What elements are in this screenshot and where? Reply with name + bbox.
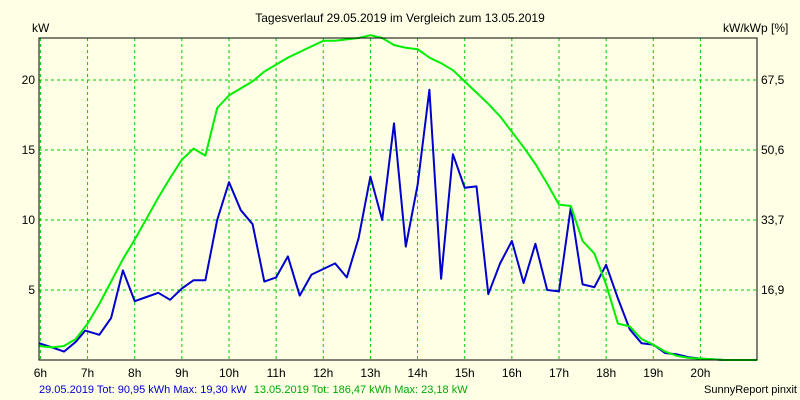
y2-tick-label: 67,5 <box>761 73 785 87</box>
x-tick-label: 7h <box>81 366 94 380</box>
y2-tick-label: 16,9 <box>761 283 785 297</box>
series-line-29-05-2019 <box>38 88 757 361</box>
y2-tick-label: 33,7 <box>761 213 785 227</box>
x-tick-label: 10h <box>219 366 239 380</box>
plot-frame <box>38 37 758 361</box>
x-tick-label: 11h <box>267 366 286 380</box>
series-layer <box>38 34 757 361</box>
grid <box>39 38 757 360</box>
chart-title: Tagesverlauf 29.05.2019 im Vergleich zum… <box>255 11 545 25</box>
y-tick-label: 15 <box>22 143 36 157</box>
footer-blue-series: 29.05.2019 Tot: 90,95 kWh Max: 19,30 kW <box>39 384 247 396</box>
y-tick-labels: 5 10 15 20 <box>22 73 36 297</box>
x-tick-label: 12h <box>313 366 333 380</box>
x-tick-label: 17h <box>549 366 569 380</box>
footer-green-series: 13.05.2019 Tot: 186,47 kWh Max: 23,18 kW <box>254 384 468 396</box>
y-axis-unit: kW <box>32 21 50 35</box>
x-tick-label: 16h <box>502 366 522 380</box>
footer-credit: SunnyReport pinxit <box>704 384 797 396</box>
x-tick-label: 19h <box>643 366 663 380</box>
series-line-13-05-2019 <box>38 34 757 361</box>
x-tick-labels: 6h 7h 8h 9h 10h 11h 12h 13h 14h 15h 16h 17h 18h 19h 20… <box>34 366 711 380</box>
x-tick-label: 18h <box>596 366 616 380</box>
x-tick-label: 14h <box>408 366 428 380</box>
x-tick-label: 13h <box>360 366 380 380</box>
y-tick-label: 20 <box>22 73 36 87</box>
x-tick-label: 20h <box>690 366 710 380</box>
y2-tick-labels: 16,9 33,7 50,6 67,5 <box>761 73 785 297</box>
x-tick-label: 6h <box>34 366 47 380</box>
x-tick-label: 9h <box>175 366 188 380</box>
y2-tick-label: 50,6 <box>761 143 785 157</box>
x-tick-label: 15h <box>455 366 475 380</box>
x-tick-label: 8h <box>128 366 141 380</box>
y-tick-label: 10 <box>22 213 36 227</box>
y-tick-label: 5 <box>28 283 35 297</box>
y2-axis-unit: kW/kWp [%] <box>723 21 788 35</box>
footer-legend: 29.05.2019 Tot: 90,95 kWh Max: 19,30 kW … <box>39 384 468 396</box>
